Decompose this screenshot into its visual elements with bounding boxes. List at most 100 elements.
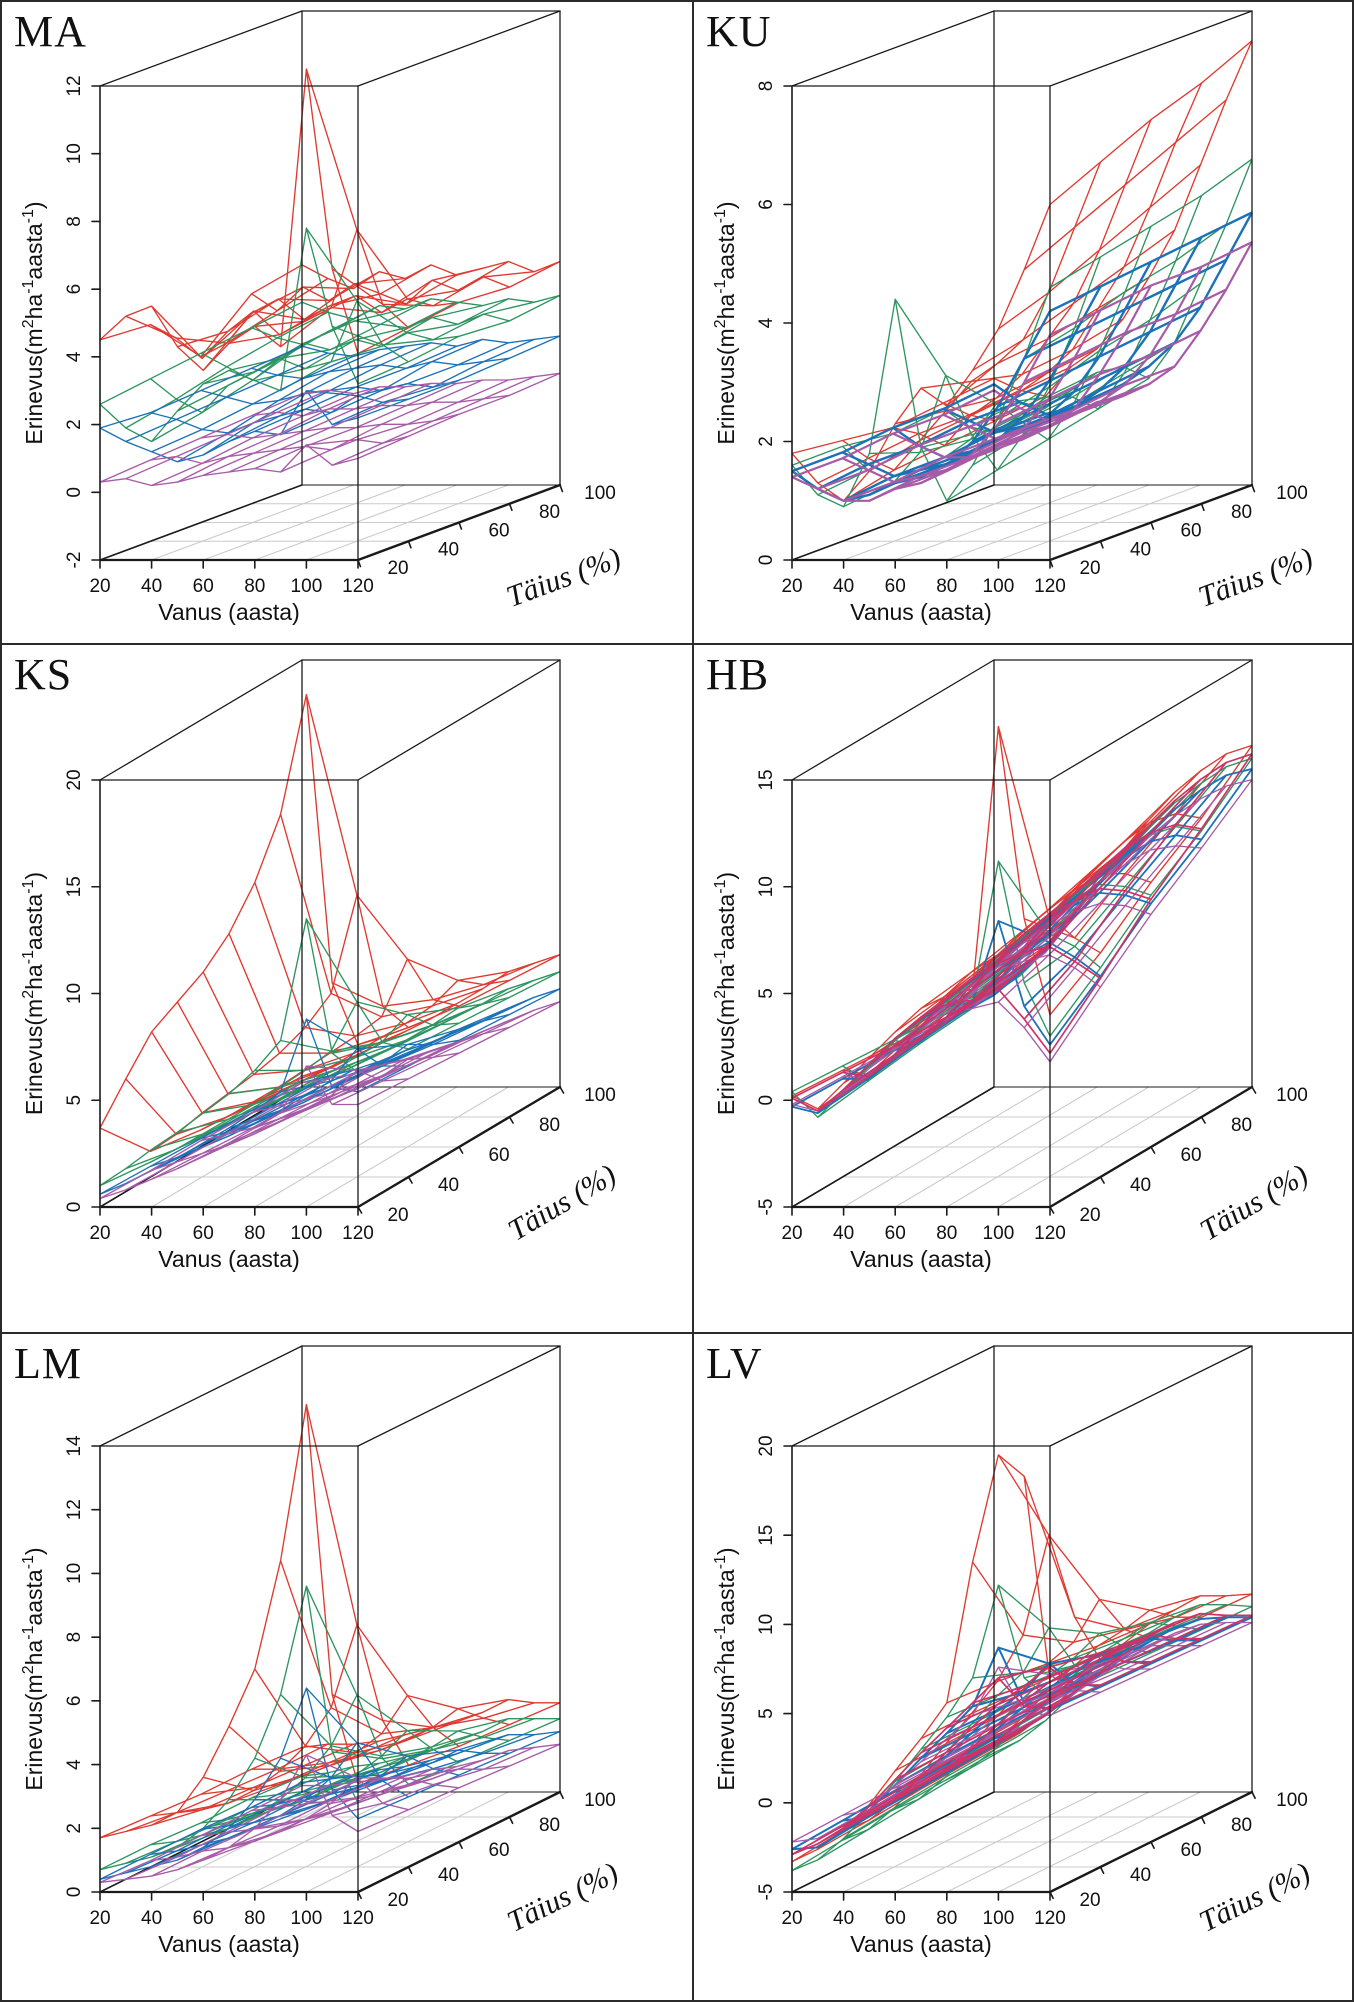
svg-text:100: 100	[983, 1223, 1015, 1244]
svg-text:0: 0	[64, 1887, 85, 1898]
svg-text:Erinevus(m2ha-1aasta-1): Erinevus(m2ha-1aasta-1)	[712, 1547, 739, 1790]
svg-text:Vanus (aasta): Vanus (aasta)	[850, 1246, 991, 1272]
svg-text:80: 80	[936, 576, 957, 597]
svg-text:0: 0	[756, 555, 777, 566]
panel-plot-lv: 20 40 60 80 100 120 Vanus (aasta) -5 0 5 10 15 20 Eri…	[712, 1345, 1316, 1957]
svg-text:100: 100	[983, 1908, 1015, 1929]
svg-text:10: 10	[64, 983, 85, 1004]
panel-cell-lv: LV 20 40 60 80 100 120 Vanus (aasta) -5 0 5 10 15 20…	[694, 1334, 1352, 2000]
svg-text:14: 14	[64, 1435, 85, 1457]
panel-label-ku: KU	[706, 7, 772, 56]
svg-text:100: 100	[291, 576, 323, 597]
svg-text:6: 6	[756, 199, 777, 210]
svg-text:Vanus (aasta): Vanus (aasta)	[158, 1931, 299, 1957]
svg-text:40: 40	[1130, 539, 1151, 560]
svg-text:20: 20	[387, 558, 408, 579]
svg-text:5: 5	[64, 1095, 85, 1106]
svg-text:10: 10	[756, 876, 777, 897]
svg-text:Erinevus(m2ha-1aasta-1): Erinevus(m2ha-1aasta-1)	[712, 201, 739, 444]
svg-text:60: 60	[488, 1840, 509, 1861]
svg-text:Vanus (aasta): Vanus (aasta)	[158, 1246, 299, 1272]
panel-cell-ks: KS 20 40 60 80 100 120 Vanus (aasta) 0 5 10 15 20 Er…	[2, 645, 694, 1334]
svg-text:20: 20	[89, 1223, 110, 1244]
svg-text:80: 80	[539, 502, 560, 523]
panel-plot-ku: 20 40 60 80 100 120 Vanus (aasta) 0 2 4 6 8 Erinevus…	[712, 10, 1317, 625]
svg-text:10: 10	[64, 143, 85, 164]
svg-text:0: 0	[756, 1095, 777, 1106]
svg-text:80: 80	[244, 576, 265, 597]
svg-text:Erinevus(m2ha-1aasta-1): Erinevus(m2ha-1aasta-1)	[20, 872, 47, 1115]
svg-text:80: 80	[936, 1908, 957, 1929]
svg-text:80: 80	[1231, 502, 1252, 523]
svg-text:80: 80	[539, 1815, 560, 1836]
svg-text:60: 60	[193, 1223, 214, 1244]
svg-text:5: 5	[756, 988, 777, 999]
svg-text:2: 2	[64, 419, 85, 430]
svg-text:100: 100	[1276, 1790, 1308, 1811]
svg-text:Erinevus(m2ha-1aasta-1): Erinevus(m2ha-1aasta-1)	[20, 1547, 47, 1790]
svg-text:20: 20	[89, 1908, 110, 1929]
panel-plot-ma: 20 40 60 80 100 120 Vanus (aasta) -2 0 2 4 6 8 10 12 Er…	[20, 10, 625, 625]
svg-text:-5: -5	[756, 1884, 777, 1901]
svg-text:40: 40	[1130, 1175, 1151, 1196]
svg-text:120: 120	[342, 576, 374, 597]
panel-plot-ks: 20 40 60 80 100 120 Vanus (aasta) 0 5 10 15 20 Erine…	[20, 659, 622, 1272]
svg-text:20: 20	[89, 576, 110, 597]
svg-text:120: 120	[1034, 576, 1066, 597]
svg-text:120: 120	[1034, 1223, 1066, 1244]
svg-text:60: 60	[488, 521, 509, 542]
svg-text:-2: -2	[64, 552, 85, 569]
svg-text:Vanus (aasta): Vanus (aasta)	[850, 599, 991, 625]
panel-cell-ku: KU 20 40 60 80 100 120 Vanus (aasta) 0 2 4 6 8 Erine…	[694, 2, 1352, 645]
svg-text:Vanus (aasta): Vanus (aasta)	[158, 599, 299, 625]
svg-text:60: 60	[488, 1145, 509, 1166]
svg-text:20: 20	[1079, 1205, 1100, 1226]
svg-text:-5: -5	[756, 1199, 777, 1216]
panel-label-ma: MA	[14, 7, 87, 56]
svg-text:Täius (%): Täius (%)	[502, 1856, 623, 1938]
svg-text:10: 10	[64, 1563, 85, 1584]
svg-text:100: 100	[584, 1790, 616, 1811]
svg-text:100: 100	[584, 483, 616, 504]
svg-text:8: 8	[64, 216, 85, 227]
svg-text:40: 40	[1130, 1865, 1151, 1886]
svg-text:2: 2	[64, 1823, 85, 1834]
svg-text:80: 80	[539, 1115, 560, 1136]
svg-text:12: 12	[64, 75, 85, 96]
svg-text:60: 60	[885, 1223, 906, 1244]
svg-text:15: 15	[756, 769, 777, 790]
svg-text:120: 120	[342, 1223, 374, 1244]
svg-text:40: 40	[833, 1908, 854, 1929]
svg-text:60: 60	[193, 576, 214, 597]
svg-text:80: 80	[244, 1908, 265, 1929]
svg-text:8: 8	[64, 1632, 85, 1643]
svg-text:4: 4	[64, 1759, 85, 1770]
svg-text:40: 40	[141, 1908, 162, 1929]
svg-text:Täius (%): Täius (%)	[1194, 541, 1317, 613]
svg-text:10: 10	[756, 1614, 777, 1635]
svg-text:20: 20	[781, 576, 802, 597]
svg-text:0: 0	[64, 487, 85, 498]
svg-text:Täius (%): Täius (%)	[502, 1158, 621, 1247]
svg-text:60: 60	[885, 1908, 906, 1929]
svg-text:4: 4	[64, 351, 85, 362]
svg-text:60: 60	[193, 1908, 214, 1929]
svg-text:Erinevus(m2ha-1aasta-1): Erinevus(m2ha-1aasta-1)	[712, 872, 739, 1115]
svg-text:40: 40	[438, 1865, 459, 1886]
svg-text:20: 20	[781, 1908, 802, 1929]
svg-text:2: 2	[756, 436, 777, 447]
svg-text:Erinevus(m2ha-1aasta-1): Erinevus(m2ha-1aasta-1)	[20, 201, 47, 444]
panel-plot-hb: 20 40 60 80 100 120 Vanus (aasta) -5 0 5 10 15 Erine…	[712, 659, 1314, 1272]
svg-text:0: 0	[64, 1202, 85, 1213]
svg-text:100: 100	[983, 576, 1015, 597]
svg-text:20: 20	[756, 1435, 777, 1456]
panel-cell-ma: MA 20 40 60 80 100 120 Vanus (aasta) -2 0 2 4 6 8 10 1…	[2, 2, 694, 645]
panel-label-ks: KS	[14, 650, 73, 699]
panel-cell-hb: HB 20 40 60 80 100 120 Vanus (aasta) -5 0 5 10 15 Er…	[694, 645, 1352, 1334]
panel-cell-lm: LM 20 40 60 80 100 120 Vanus (aasta) 0 2 4 6 8 10 12 1…	[2, 1334, 694, 2000]
svg-text:80: 80	[244, 1223, 265, 1244]
svg-text:6: 6	[64, 284, 85, 295]
svg-text:100: 100	[1276, 1085, 1308, 1106]
svg-text:60: 60	[1180, 1840, 1201, 1861]
